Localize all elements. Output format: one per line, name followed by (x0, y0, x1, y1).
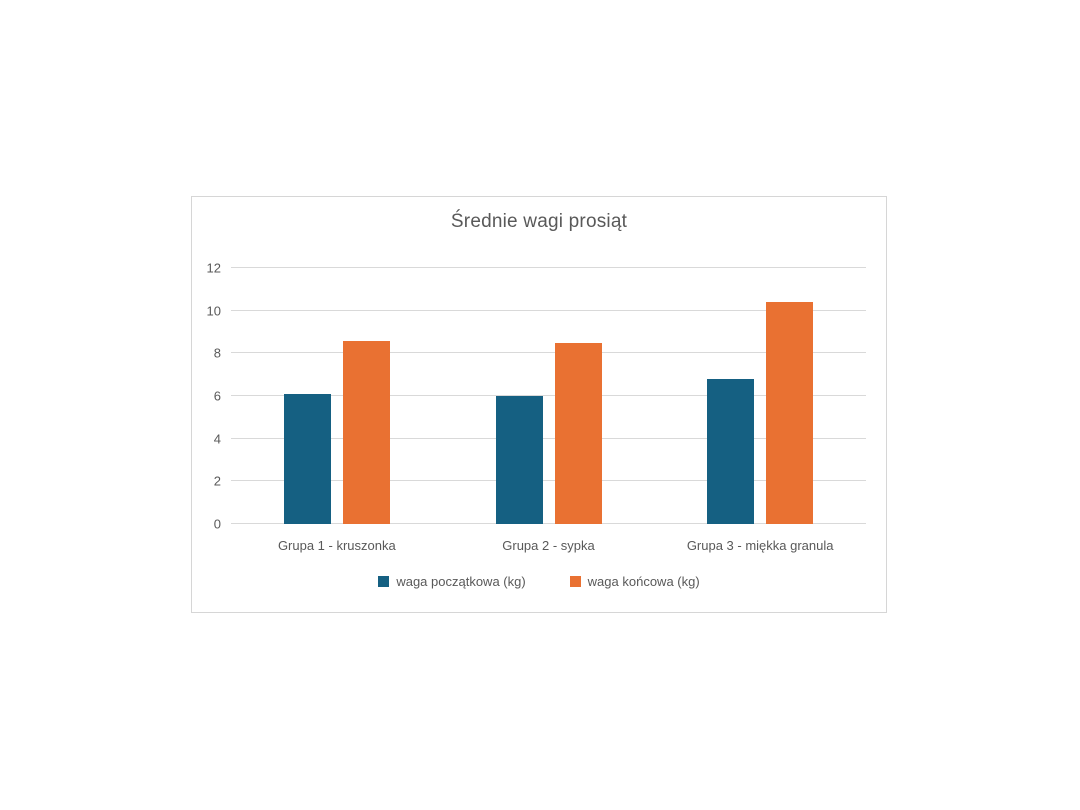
bar-series2-group3 (766, 302, 814, 524)
chart-title: Średnie wagi prosiąt (450, 211, 628, 232)
y-tick-label-6: 6 (213, 388, 221, 404)
y-tick-label-12: 12 (206, 260, 221, 276)
gridline-2 (231, 480, 866, 482)
legend-label: waga końcowa (kg) (587, 574, 700, 589)
legend-item-1: waga początkowa (kg) (378, 574, 526, 589)
y-tick-label-8: 8 (213, 345, 221, 361)
bar-series1-group3 (707, 378, 755, 524)
x-category-label-2: Grupa 2 - sypka (502, 538, 595, 553)
gridline-0 (231, 523, 866, 524)
y-tick-label-4: 4 (213, 431, 221, 447)
gridline-8 (231, 352, 866, 354)
gridline-12 (231, 267, 866, 268)
gridline-10 (231, 309, 866, 311)
y-tick-label-0: 0 (213, 516, 221, 532)
legend-swatch-icon (569, 576, 581, 587)
bar-series1-group2 (495, 396, 543, 524)
legend-label: waga początkowa (kg) (396, 574, 526, 589)
plot-area: 0 2 4 6 8 10 12 Grupa 1 - kruszonka Grupa 2 - sy… (207, 262, 866, 553)
legend-item-2: waga końcowa (kg) (569, 574, 700, 589)
gridline-6 (231, 395, 866, 396)
x-category-label-3: Grupa 3 - miękka granula (686, 538, 834, 553)
bar-series1-group1 (283, 393, 331, 524)
chart-figure: Średnie wagi prosiąt 0 2 4 6 8 10 12 Grupa 1 - … (191, 196, 887, 613)
bar-series2-group1 (342, 340, 390, 524)
x-category-label-1: Grupa 1 - kruszonka (277, 538, 396, 553)
legend: waga początkowa (kg) waga końcowa (kg) (192, 574, 886, 589)
bar-series2-group2 (554, 342, 602, 524)
y-tick-label-10: 10 (206, 303, 221, 319)
y-tick-label-2: 2 (213, 473, 221, 489)
gridline-4 (231, 437, 866, 439)
legend-swatch-icon (378, 576, 390, 587)
